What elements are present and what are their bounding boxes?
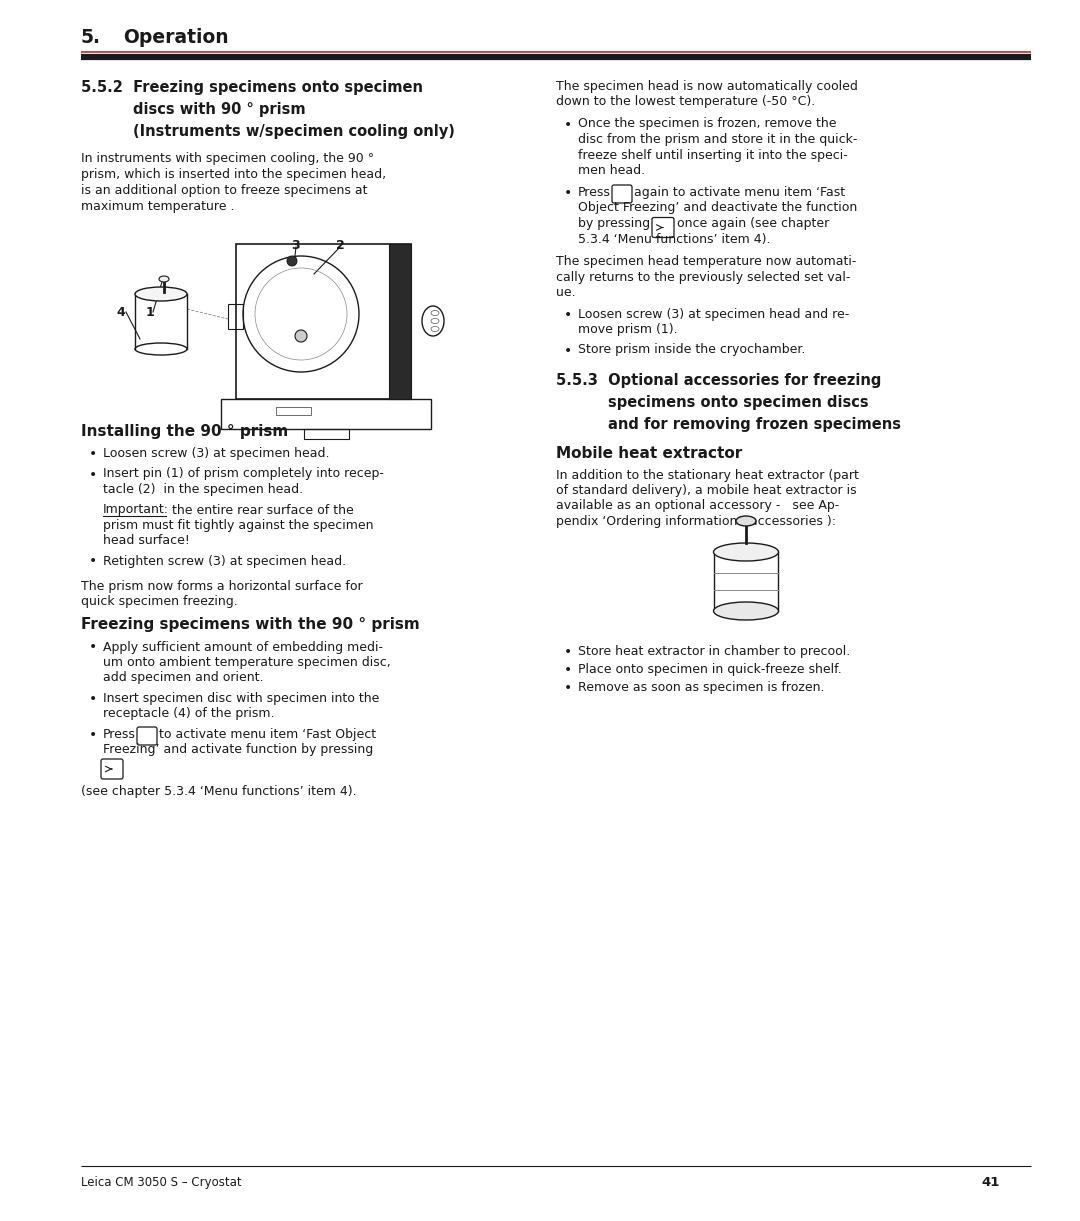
Text: the entire rear surface of the: the entire rear surface of the xyxy=(168,503,354,516)
Ellipse shape xyxy=(714,602,779,620)
Text: add specimen and orient.: add specimen and orient. xyxy=(103,672,264,685)
FancyBboxPatch shape xyxy=(389,244,411,399)
Text: •: • xyxy=(564,308,572,322)
Text: Place onto specimen in quick-freeze shelf.: Place onto specimen in quick-freeze shel… xyxy=(578,663,841,676)
Text: •: • xyxy=(564,186,572,200)
Text: •: • xyxy=(89,692,97,706)
Text: Important:: Important: xyxy=(103,503,168,516)
Text: •: • xyxy=(564,645,572,659)
Text: (Instruments w/specimen cooling only): (Instruments w/specimen cooling only) xyxy=(133,125,455,139)
Text: specimens onto specimen discs: specimens onto specimen discs xyxy=(608,396,868,410)
Text: •: • xyxy=(564,681,572,695)
Text: receptacle (4) of the prism.: receptacle (4) of the prism. xyxy=(103,707,274,720)
Text: 5.: 5. xyxy=(81,28,102,46)
Text: pendix ‘Ordering information - accessories ):: pendix ‘Ordering information - accessori… xyxy=(556,515,836,527)
Text: discs with 90 ° prism: discs with 90 ° prism xyxy=(133,103,306,117)
Text: 41: 41 xyxy=(982,1176,1000,1189)
Text: •: • xyxy=(89,641,97,654)
Text: and for removing frozen specimens: and for removing frozen specimens xyxy=(608,418,901,432)
Text: Press: Press xyxy=(578,186,611,199)
Text: men head.: men head. xyxy=(578,164,645,177)
Text: Insert specimen disc with specimen into the: Insert specimen disc with specimen into … xyxy=(103,692,379,705)
Text: once again (see chapter: once again (see chapter xyxy=(677,217,829,231)
Text: Freezing specimens with the 90 ° prism: Freezing specimens with the 90 ° prism xyxy=(81,618,420,632)
Text: In addition to the stationary heat extractor (part: In addition to the stationary heat extra… xyxy=(556,469,859,481)
Text: Insert pin (1) of prism completely into recep-: Insert pin (1) of prism completely into … xyxy=(103,468,383,481)
Text: quick specimen freezing.: quick specimen freezing. xyxy=(81,596,238,608)
Text: Loosen screw (3) at specimen head and re-: Loosen screw (3) at specimen head and re… xyxy=(578,308,849,321)
Text: Store heat extractor in chamber to precool.: Store heat extractor in chamber to preco… xyxy=(578,645,850,658)
Text: cally returns to the previously selected set val-: cally returns to the previously selected… xyxy=(556,271,850,283)
Text: •: • xyxy=(89,554,97,569)
Text: •: • xyxy=(89,728,97,742)
Text: Apply sufficient amount of embedding medi-: Apply sufficient amount of embedding med… xyxy=(103,641,383,653)
Text: 5.5.2  Freezing specimens onto specimen: 5.5.2 Freezing specimens onto specimen xyxy=(81,81,423,95)
Text: head surface!: head surface! xyxy=(103,535,190,547)
Text: •: • xyxy=(564,663,572,676)
Text: is an additional option to freeze specimens at: is an additional option to freeze specim… xyxy=(81,184,367,197)
Text: by pressing: by pressing xyxy=(578,217,650,231)
Text: Once the specimen is frozen, remove the: Once the specimen is frozen, remove the xyxy=(578,117,837,131)
Text: 1: 1 xyxy=(146,306,154,319)
Text: 5.3.4 ‘Menu functions’ item 4).: 5.3.4 ‘Menu functions’ item 4). xyxy=(578,233,770,245)
Text: of standard delivery), a mobile heat extractor is: of standard delivery), a mobile heat ext… xyxy=(556,484,856,497)
Text: Press: Press xyxy=(103,728,136,741)
Text: Operation: Operation xyxy=(123,28,229,46)
Ellipse shape xyxy=(714,543,779,560)
Text: Leica CM 3050 S – Cryostat: Leica CM 3050 S – Cryostat xyxy=(81,1176,242,1189)
Text: to activate menu item ‘Fast Object: to activate menu item ‘Fast Object xyxy=(159,728,376,741)
Ellipse shape xyxy=(135,287,187,302)
Text: freeze shelf until inserting it into the speci-: freeze shelf until inserting it into the… xyxy=(578,149,848,161)
Text: again to activate menu item ‘Fast: again to activate menu item ‘Fast xyxy=(634,186,846,199)
Ellipse shape xyxy=(159,276,168,282)
Circle shape xyxy=(287,256,297,266)
Text: In instruments with specimen cooling, the 90 °: In instruments with specimen cooling, th… xyxy=(81,151,374,165)
Text: disc from the prism and store it in the quick-: disc from the prism and store it in the … xyxy=(578,133,858,147)
Text: ue.: ue. xyxy=(556,286,576,299)
Text: •: • xyxy=(564,117,572,132)
Text: tacle (2)  in the specimen head.: tacle (2) in the specimen head. xyxy=(103,484,303,496)
Text: Mobile heat extractor: Mobile heat extractor xyxy=(556,446,742,460)
Text: maximum temperature .: maximum temperature . xyxy=(81,200,234,212)
Text: Store prism inside the cryochamber.: Store prism inside the cryochamber. xyxy=(578,343,806,357)
Text: The specimen head temperature now automati-: The specimen head temperature now automa… xyxy=(556,255,856,267)
Text: Installing the 90 ° prism: Installing the 90 ° prism xyxy=(81,424,288,440)
Text: (see chapter 5.3.4 ‘Menu functions’ item 4).: (see chapter 5.3.4 ‘Menu functions’ item… xyxy=(81,785,356,799)
Text: 2: 2 xyxy=(336,239,345,252)
Text: •: • xyxy=(89,447,97,462)
Text: move prism (1).: move prism (1). xyxy=(578,324,677,337)
Text: Loosen screw (3) at specimen head.: Loosen screw (3) at specimen head. xyxy=(103,447,329,460)
Text: Retighten screw (3) at specimen head.: Retighten screw (3) at specimen head. xyxy=(103,554,346,568)
Circle shape xyxy=(295,330,307,342)
Text: •: • xyxy=(89,468,97,481)
Text: prism must fit tightly against the specimen: prism must fit tightly against the speci… xyxy=(103,519,374,532)
Text: 4: 4 xyxy=(116,306,125,319)
Text: Remove as soon as specimen is frozen.: Remove as soon as specimen is frozen. xyxy=(578,681,824,694)
Text: available as an optional accessory -   see Ap-: available as an optional accessory - see… xyxy=(556,499,839,513)
Text: um onto ambient temperature specimen disc,: um onto ambient temperature specimen dis… xyxy=(103,656,391,669)
Text: The prism now forms a horizontal surface for: The prism now forms a horizontal surface… xyxy=(81,580,363,593)
Text: 5.5.3  Optional accessories for freezing: 5.5.3 Optional accessories for freezing xyxy=(556,374,881,388)
Text: Freezing’ and activate function by pressing: Freezing’ and activate function by press… xyxy=(103,744,374,757)
Text: The specimen head is now automatically cooled: The specimen head is now automatically c… xyxy=(556,81,858,93)
Text: Object Freezing’ and deactivate the function: Object Freezing’ and deactivate the func… xyxy=(578,201,858,215)
Text: •: • xyxy=(564,343,572,358)
Text: down to the lowest temperature (-50 °C).: down to the lowest temperature (-50 °C). xyxy=(556,95,815,109)
Text: 3: 3 xyxy=(291,239,299,252)
Ellipse shape xyxy=(735,516,756,526)
Text: prism, which is inserted into the specimen head,: prism, which is inserted into the specim… xyxy=(81,168,387,181)
